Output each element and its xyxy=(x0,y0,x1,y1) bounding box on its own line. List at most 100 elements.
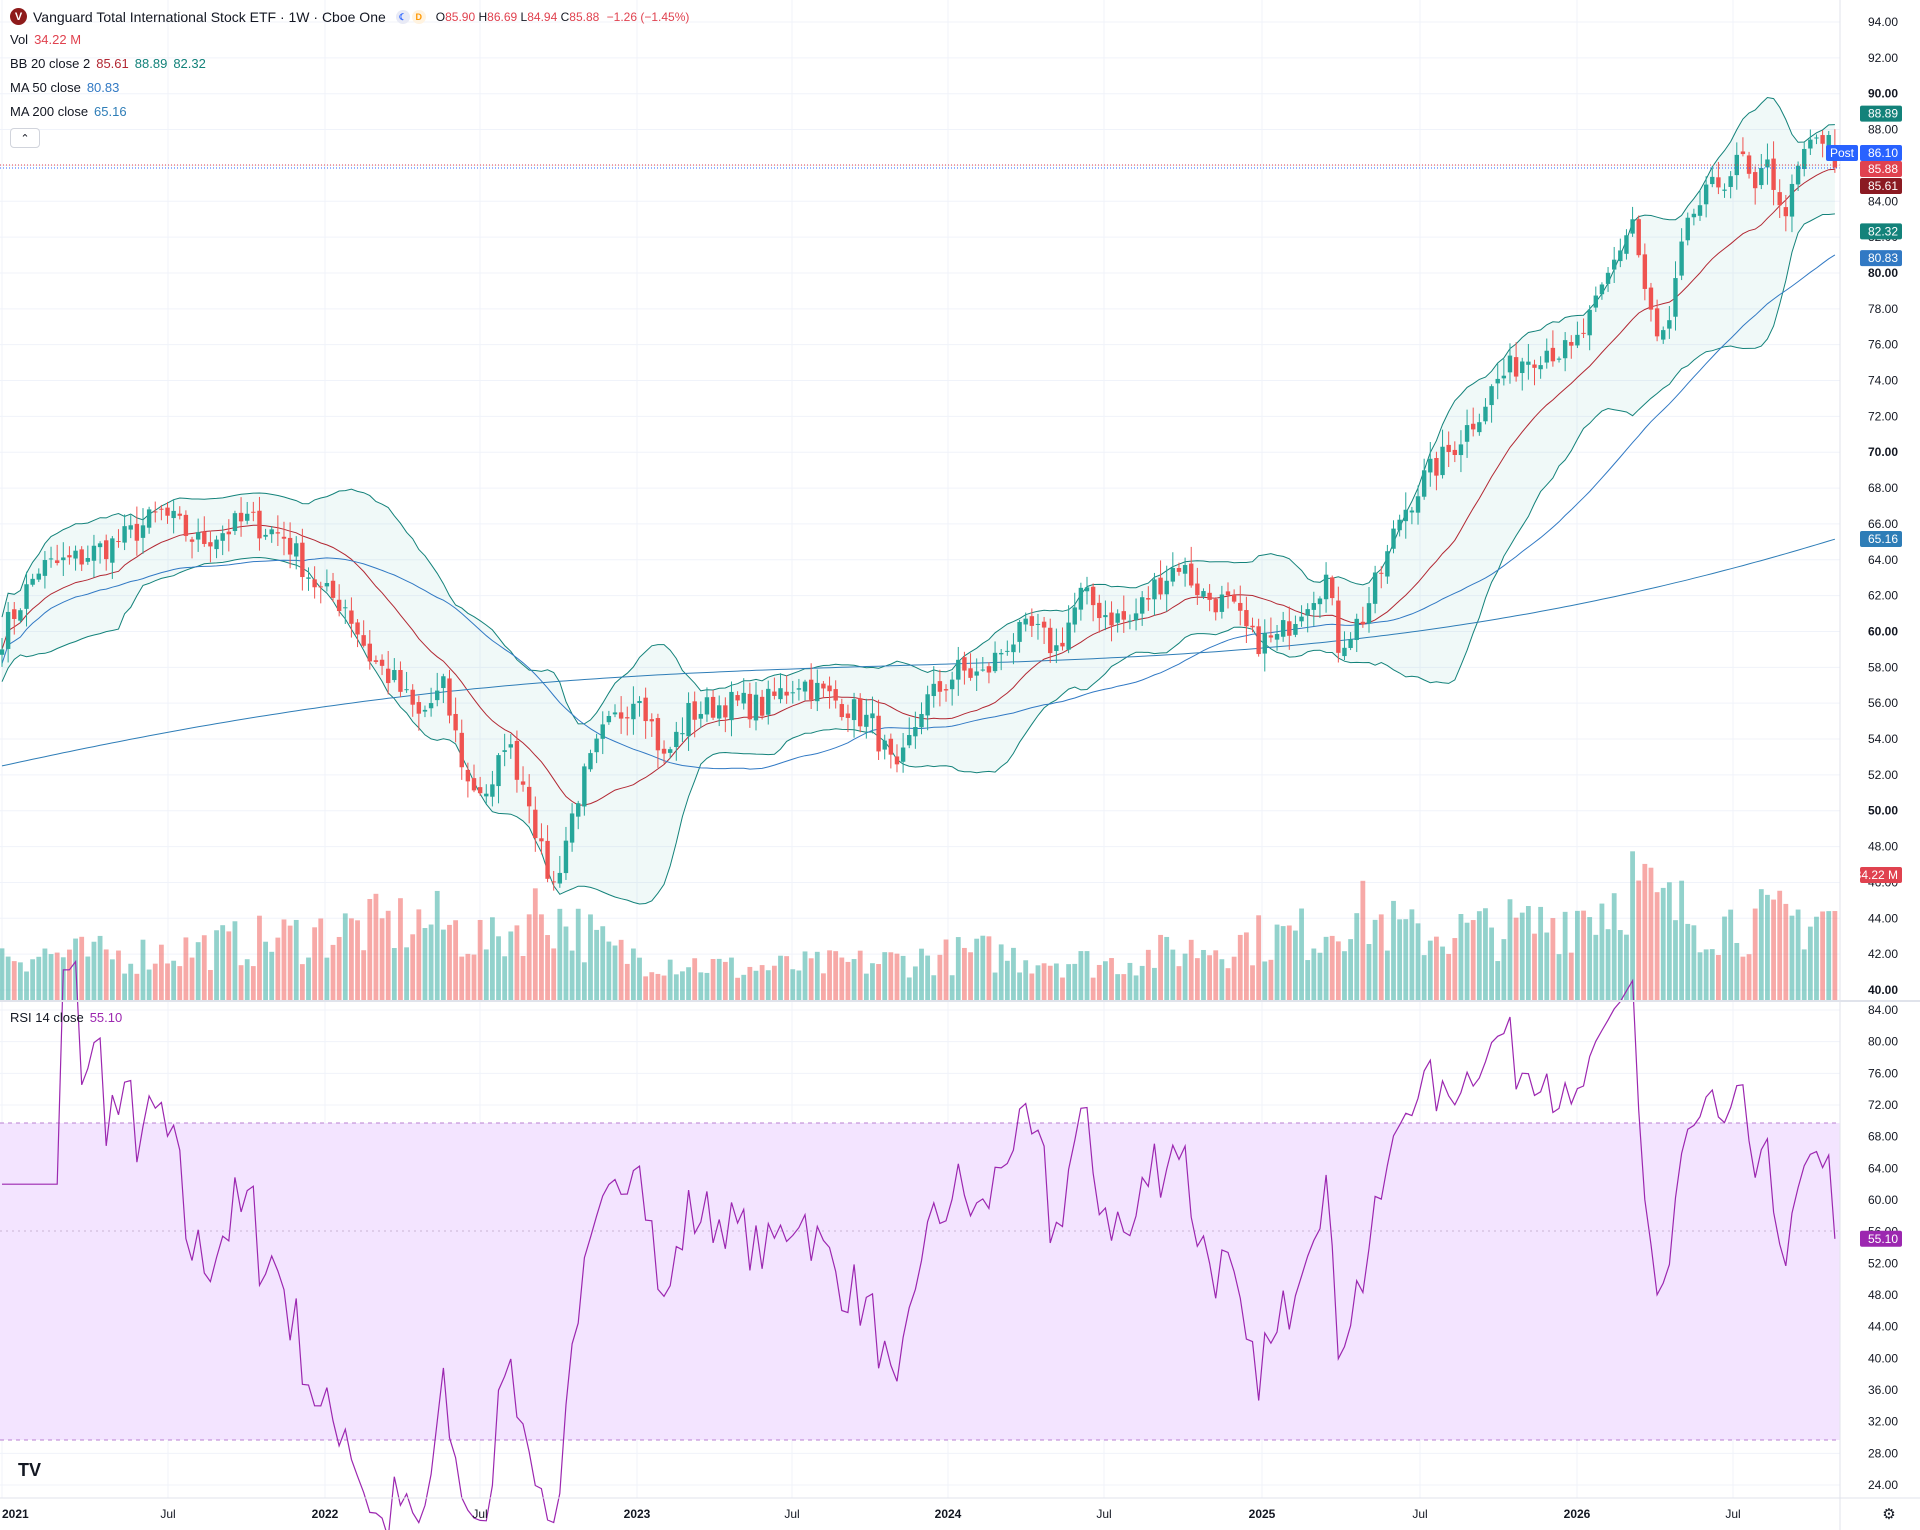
volume-legend[interactable]: Vol 34.22 M xyxy=(10,32,81,48)
volume-bar xyxy=(998,944,1004,1000)
gear-icon[interactable]: ⚙ xyxy=(1882,1506,1896,1523)
candle-body xyxy=(392,670,397,681)
candle-up xyxy=(1587,305,1592,351)
candle-down xyxy=(784,675,789,704)
volume-bar xyxy=(1550,918,1556,1000)
volume-bar xyxy=(1060,977,1065,1000)
market-status-icons[interactable]: ☾ D xyxy=(395,9,426,24)
price-tick-label: 84.00 xyxy=(1868,194,1898,208)
candle-body xyxy=(183,514,189,536)
candle-down xyxy=(226,519,232,552)
candle-body xyxy=(1250,625,1255,628)
volume-bar xyxy=(67,949,72,1000)
candle-body xyxy=(1231,594,1237,602)
candle-up xyxy=(1299,605,1304,627)
candle-body xyxy=(1017,622,1022,642)
candle-body xyxy=(686,702,691,737)
price-tick-label: 52.00 xyxy=(1868,768,1898,782)
candle-body xyxy=(729,691,734,721)
volume-bar xyxy=(48,954,54,1000)
candle-body xyxy=(1440,446,1445,476)
symbol-legend[interactable]: V Vanguard Total International Stock ETF… xyxy=(10,8,689,25)
tradingview-logo-icon[interactable]: TV xyxy=(18,1460,42,1480)
candle-up xyxy=(1274,624,1280,651)
candle-up xyxy=(306,567,311,591)
candle-down xyxy=(1090,583,1096,622)
volume-bar xyxy=(404,947,409,1000)
bb-lower-badge-box xyxy=(1860,223,1902,240)
volume-bar xyxy=(17,962,23,1000)
candle-up xyxy=(324,569,330,592)
candle-down xyxy=(643,687,648,739)
collapse-legend-button[interactable]: ⌃ xyxy=(10,128,40,148)
candle-body xyxy=(1139,597,1145,614)
volume-bar xyxy=(1391,900,1396,1000)
candle-up xyxy=(1599,282,1605,300)
bb-upper-badge-box xyxy=(1860,105,1902,122)
candle-body xyxy=(226,531,232,535)
volume-bar xyxy=(545,935,550,1000)
candle-body xyxy=(1477,422,1482,433)
moon-icon[interactable]: ☾ xyxy=(395,9,410,24)
candle-down xyxy=(477,776,483,796)
time-axis[interactable]: 2021 Jul 2022 Jul 2023 Jul 2024 Jul 2025 Jul 2026 J… xyxy=(2,1507,1741,1521)
candle-up xyxy=(1133,598,1139,631)
candle-up xyxy=(1103,600,1108,631)
volume-bar xyxy=(1427,940,1433,1000)
bb-upper-badge-text: 88.89 xyxy=(1868,107,1898,121)
delayed-icon[interactable]: D xyxy=(411,9,426,24)
bb-legend[interactable]: BB 20 close 2 85.61 88.89 82.32 xyxy=(10,56,206,72)
candle-body xyxy=(202,531,207,544)
volume-bar xyxy=(1004,960,1010,1000)
candle-body xyxy=(802,681,808,692)
candle-down xyxy=(453,697,458,743)
ma200-legend[interactable]: MA 200 close 65.16 xyxy=(10,104,127,120)
volume-bar xyxy=(1176,966,1182,1000)
volume-bar xyxy=(165,963,170,1000)
candle-up xyxy=(1673,261,1678,331)
volume-bar xyxy=(680,971,685,1000)
candle-body xyxy=(165,507,170,516)
rsi-legend[interactable]: RSI 14 close 55.10 xyxy=(10,1010,122,1026)
price-tick-label: 90.00 xyxy=(1868,87,1898,101)
candle-body xyxy=(1808,139,1813,149)
candle-up xyxy=(1458,430,1464,473)
volume-bar xyxy=(1795,909,1801,1000)
volume-bar xyxy=(1317,952,1323,1000)
symbol-title[interactable]: Vanguard Total International Stock ETF ·… xyxy=(33,8,386,25)
candle-body xyxy=(1403,509,1408,522)
candle-down xyxy=(1513,342,1519,382)
candle-body xyxy=(980,669,985,671)
candle-body xyxy=(116,541,121,543)
rsi-axis[interactable]: 84.0080.0076.0072.0068.0064.0060.0056.00… xyxy=(1868,1003,1898,1492)
high-value: 86.69 xyxy=(487,9,518,24)
volume-bar xyxy=(686,967,691,1000)
rsi-tick-label: 40.00 xyxy=(1868,1351,1898,1365)
candle-body xyxy=(1667,320,1672,329)
ma50-legend[interactable]: MA 50 close 80.83 xyxy=(10,80,119,96)
candle-body xyxy=(1244,610,1249,627)
candle-down xyxy=(1820,130,1825,158)
candle-down xyxy=(526,774,532,824)
candle-body xyxy=(79,549,84,565)
candle-down xyxy=(759,689,765,720)
volume-bar xyxy=(1470,920,1476,1000)
candle-body xyxy=(330,580,336,598)
time-tick-label: 2023 xyxy=(624,1507,651,1521)
candle-up xyxy=(1728,171,1733,199)
candle-body xyxy=(1072,607,1077,625)
candle-up xyxy=(1311,591,1317,626)
volume-bar xyxy=(361,950,367,1000)
candle-body xyxy=(1575,334,1580,346)
candle-body xyxy=(220,533,225,541)
candle-up xyxy=(490,770,495,807)
volume-bar xyxy=(1525,906,1531,1000)
candle-up xyxy=(294,536,299,570)
candle-down xyxy=(116,529,121,548)
candle-body xyxy=(551,881,556,883)
candle-up xyxy=(1280,611,1286,642)
price-tick-label: 72.00 xyxy=(1868,409,1898,423)
candle-down xyxy=(416,695,422,731)
candle-body xyxy=(1054,645,1059,651)
